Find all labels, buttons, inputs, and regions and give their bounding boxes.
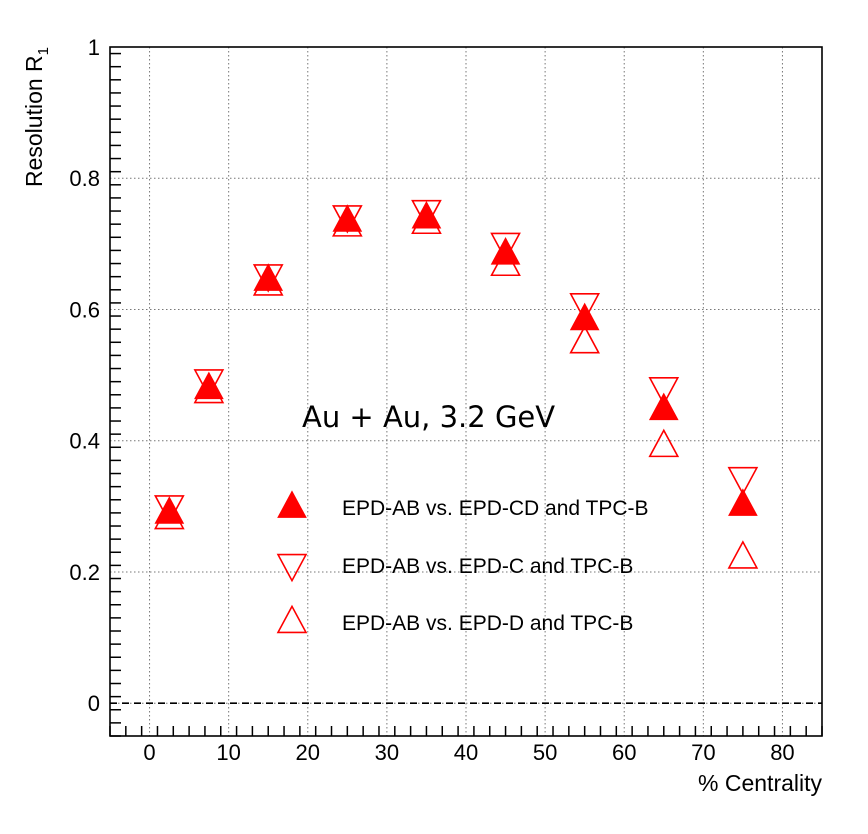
x-tick-label: 20 [296, 740, 320, 765]
y-tick-label: 0.6 [69, 297, 100, 322]
collision-annotation: Au + Au, 3.2 GeV [302, 400, 555, 434]
data-point-open-triangle-down [490, 232, 521, 262]
data-point-open-triangle-down [193, 369, 225, 398]
y-axis-title-subscript: 1 [35, 47, 52, 55]
x-tick-label: 80 [770, 740, 794, 765]
y-tick-label: 0 [88, 691, 100, 716]
y-tick-label: 0.8 [69, 166, 100, 191]
y-axis-title-main: Resolution R [21, 55, 47, 187]
data-point-filled-triangle-up [154, 496, 185, 524]
legend-label: EPD-AB vs. EPD-D and TPC-B [342, 612, 633, 635]
data-point-open-triangle-up [569, 324, 601, 354]
data-point-open-triangle-down [411, 199, 442, 229]
data-point-open-triangle-down [569, 293, 601, 322]
data-point-open-triangle-up [648, 428, 680, 458]
x-axis-title: % Centrality [698, 770, 822, 796]
y-tick-label: 0.4 [69, 429, 100, 454]
data-point-filled-triangle-up [411, 200, 442, 229]
x-tick-label: 60 [612, 740, 636, 765]
legend-label: EPD-AB vs. EPD-C and TPC-B [342, 555, 633, 578]
plot-frame [109, 46, 823, 737]
legend-marker-open-triangle-down [276, 553, 308, 583]
legend: EPD-AB vs. EPD-CD and TPC-B EPD-AB vs. EP… [276, 490, 649, 635]
data-point-open-triangle-down [727, 466, 759, 496]
axis-ticks [109, 52, 823, 737]
y-tick-labels: 0 0.2 0.4 0.6 0.8 1 [69, 35, 100, 716]
legend-label: EPD-AB vs. EPD-CD and TPC-B [342, 497, 649, 520]
data-point-open-triangle-up [727, 540, 759, 569]
data-point-filled-triangle-up [569, 302, 600, 331]
data-markers [153, 199, 759, 569]
y-axis-title: Resolution R1 [21, 47, 52, 187]
data-point-filled-triangle-up [648, 392, 679, 421]
data-point-open-triangle-down [153, 495, 185, 524]
x-tick-labels: 0 10 20 30 40 50 60 70 80 [143, 740, 794, 765]
data-point-filled-triangle-up [490, 237, 521, 265]
y-tick-label: 0.2 [69, 560, 100, 585]
x-tick-label: 30 [375, 740, 399, 765]
data-point-filled-triangle-up [253, 263, 284, 291]
data-point-filled-triangle-up [194, 371, 224, 400]
data-point-open-triangle-down [648, 377, 680, 406]
x-tick-label: 0 [143, 740, 155, 765]
data-point-filled-triangle-up [728, 488, 758, 516]
legend-marker-open-triangle-up [276, 604, 308, 634]
y-tick-label: 1 [88, 35, 100, 60]
x-tick-label: 10 [216, 740, 240, 765]
x-tick-label: 50 [533, 740, 557, 765]
x-tick-label: 70 [691, 740, 715, 765]
legend-marker-filled-triangle-up [277, 490, 307, 518]
data-point-filled-triangle-up [332, 204, 363, 232]
grid [110, 46, 822, 736]
x-tick-label: 40 [454, 740, 478, 765]
